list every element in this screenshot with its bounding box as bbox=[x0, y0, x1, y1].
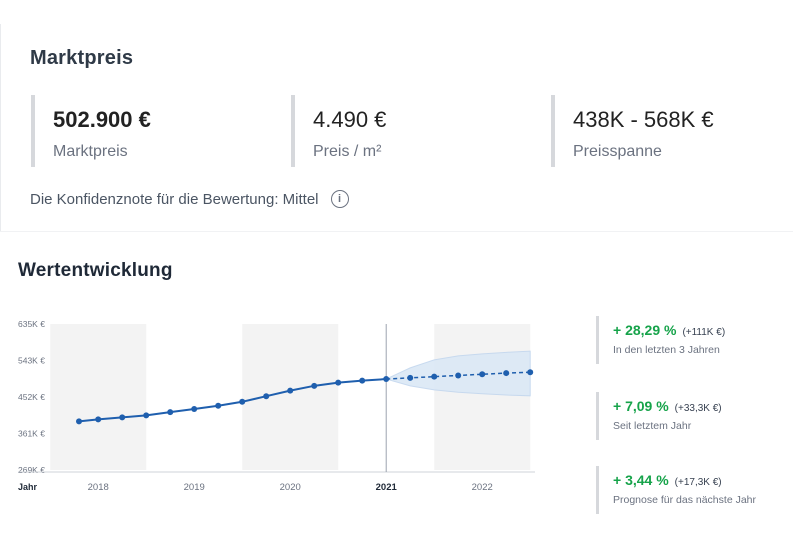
history-point bbox=[383, 376, 390, 383]
history-line bbox=[78, 378, 387, 423]
history-point bbox=[191, 405, 198, 412]
x-tick-label: 2019 bbox=[184, 482, 205, 493]
history-point bbox=[335, 379, 342, 386]
x-tick-label: 2021 bbox=[376, 482, 398, 493]
stat-market-price-value: 502.900 € bbox=[53, 107, 151, 132]
info-icon[interactable]: i bbox=[330, 190, 349, 208]
year-shade bbox=[434, 324, 531, 470]
history-point bbox=[143, 412, 150, 419]
y-tick-label: 361K € bbox=[18, 428, 45, 438]
history-point bbox=[95, 416, 102, 423]
kpi-sub: In den letzten 3 Jahren bbox=[613, 344, 720, 356]
stat-market-price: 502.900 € Marktpreis bbox=[31, 95, 151, 167]
x-tick-label: 2018 bbox=[88, 482, 109, 493]
history-point bbox=[311, 382, 318, 389]
x-axis-label: Jahr bbox=[18, 482, 38, 492]
forecast-point bbox=[431, 373, 438, 380]
kpi-last-year: + 7,09 % (+33,3K €) Seit letztem Jahr bbox=[596, 392, 722, 440]
kpi-abs: (+33,3K €) bbox=[674, 403, 722, 414]
y-tick-label: 452K € bbox=[18, 392, 45, 402]
kpi-abs: (+111K €) bbox=[682, 327, 726, 338]
y-tick-label: 543K € bbox=[18, 356, 45, 366]
forecast-point bbox=[479, 371, 486, 378]
x-tick-label: 2022 bbox=[472, 482, 493, 493]
kpi-pct: + 28,29 % bbox=[613, 322, 677, 338]
history-point bbox=[76, 418, 82, 425]
y-tick-label: 635K € bbox=[18, 319, 45, 329]
history-point bbox=[239, 398, 246, 405]
kpi-pct: + 7,09 % bbox=[613, 398, 669, 414]
history-point bbox=[263, 393, 270, 400]
stat-price-per-sqm: 4.490 € Preis / m² bbox=[291, 95, 386, 167]
history-point bbox=[167, 409, 174, 416]
forecast-point bbox=[455, 372, 462, 379]
history-point bbox=[287, 387, 294, 394]
kpi-forecast-next-year: + 3,44 % (+17,3K €) Prognose für das näc… bbox=[596, 466, 756, 514]
market-price-card: Marktpreis 502.900 € Marktpreis 4.490 € … bbox=[0, 0, 793, 232]
history-point bbox=[359, 377, 366, 384]
year-shade bbox=[242, 324, 339, 470]
stat-price-per-sqm-value: 4.490 € bbox=[313, 107, 387, 132]
history-point bbox=[215, 402, 222, 409]
stat-market-price-label: Marktpreis bbox=[53, 143, 128, 160]
value-development-chart: 269K € 361K € 452K € 543K € 635K € Jahr 2018 20… bbox=[18, 319, 535, 493]
stat-price-per-sqm-label: Preis / m² bbox=[313, 143, 382, 160]
kpi-abs: (+17,3K €) bbox=[674, 477, 722, 488]
y-tick-label: 269K € bbox=[18, 465, 45, 475]
confidence-note: Die Konfidenznote für die Bewertung: Mit… bbox=[30, 190, 349, 208]
kpi-sub: Prognose für das nächste Jahr bbox=[613, 494, 757, 506]
x-tick-label: 2020 bbox=[280, 482, 301, 493]
value-development-title: Wertentwicklung bbox=[18, 260, 173, 281]
confidence-text: Die Konfidenznote für die Bewertung: Mit… bbox=[30, 190, 319, 208]
stat-price-range-value: 438K - 568K € bbox=[573, 107, 714, 132]
kpi-sub: Seit letztem Jahr bbox=[613, 420, 692, 432]
forecast-point bbox=[527, 369, 534, 376]
year-shade bbox=[50, 324, 147, 470]
kpi-last-3-years: + 28,29 % (+111K €) In den letzten 3 Jah… bbox=[596, 316, 725, 364]
forecast-point bbox=[503, 370, 510, 377]
forecast-point bbox=[407, 374, 414, 381]
stat-price-range-label: Preisspanne bbox=[573, 143, 662, 160]
history-point bbox=[119, 414, 126, 421]
stat-price-range: 438K - 568K € Preisspanne bbox=[551, 95, 714, 167]
market-price-title: Marktpreis bbox=[30, 47, 134, 69]
kpi-pct: + 3,44 % bbox=[613, 472, 669, 488]
